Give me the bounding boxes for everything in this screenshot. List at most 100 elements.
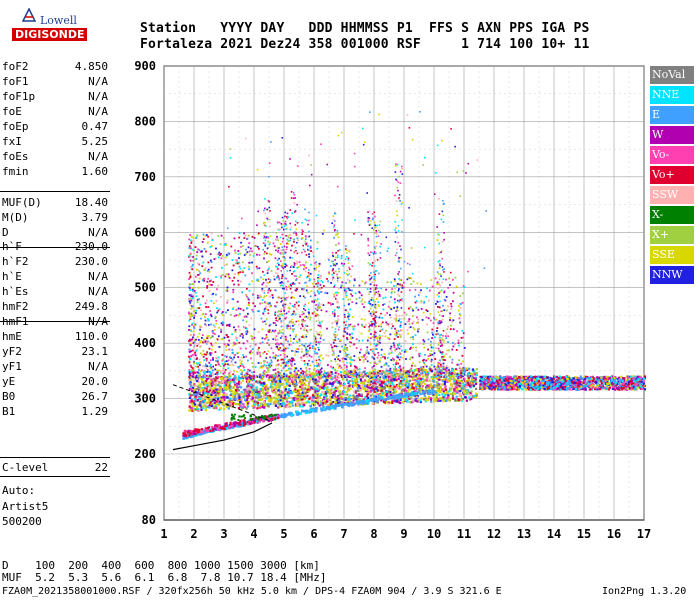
echo-point — [229, 389, 232, 392]
echo-point — [442, 390, 445, 393]
echo-point — [373, 388, 376, 391]
echo-point — [248, 390, 251, 394]
echo-point — [626, 380, 629, 383]
echo-point — [344, 397, 347, 400]
echo-point — [333, 389, 336, 392]
echo-point — [506, 385, 509, 388]
echo-point — [373, 371, 376, 374]
echo-point — [525, 383, 528, 386]
echo-point — [400, 374, 403, 376]
echo-point — [617, 376, 621, 379]
echo-point — [283, 392, 286, 395]
echo-point — [253, 371, 255, 373]
echo-point — [630, 377, 633, 380]
echo-point — [309, 404, 312, 407]
echo-point — [337, 401, 340, 404]
echo-point — [303, 404, 306, 407]
echo-point — [191, 409, 194, 412]
echo-point — [274, 313, 276, 315]
echo-point — [579, 386, 583, 389]
echo-point — [225, 355, 228, 358]
echo-point — [467, 377, 470, 380]
echo-point — [370, 374, 373, 377]
echo-point — [247, 377, 250, 380]
echo-point — [367, 402, 370, 405]
param-value: 249.8 — [74, 300, 108, 313]
echo-point — [274, 379, 277, 382]
echo-point — [490, 386, 493, 390]
echo-point — [206, 383, 209, 387]
echo-point — [359, 379, 363, 382]
echo-point — [283, 394, 286, 397]
echo-point — [394, 374, 397, 377]
echo-point — [333, 284, 336, 287]
echo-point — [389, 374, 392, 377]
echo-point — [466, 381, 469, 384]
echo-point — [470, 390, 473, 393]
echo-point — [410, 369, 413, 372]
echo-point — [401, 367, 404, 370]
echo-point — [286, 391, 289, 394]
echo-point — [461, 375, 464, 378]
echo-point — [209, 359, 212, 362]
echo-point — [220, 275, 222, 278]
echo-point — [285, 380, 288, 383]
echo-point — [463, 387, 466, 390]
echo-point — [385, 369, 388, 372]
echo-point — [263, 406, 266, 409]
echo-point — [293, 370, 296, 373]
echo-point — [261, 377, 264, 381]
echo-point — [196, 407, 199, 411]
echo-point — [238, 380, 241, 384]
echo-point — [401, 382, 404, 385]
echo-point — [299, 394, 303, 397]
echo-point — [263, 404, 266, 407]
echo-point — [460, 399, 464, 402]
echo-point — [507, 377, 510, 380]
echo-point — [287, 325, 289, 328]
echo-point — [572, 385, 575, 388]
echo-point — [246, 251, 249, 254]
echo-point — [327, 364, 329, 366]
echo-point — [518, 376, 521, 379]
echo-point — [249, 379, 252, 382]
echo-point — [407, 320, 410, 322]
echo-point — [294, 394, 297, 398]
echo-point — [263, 234, 265, 237]
echo-point — [437, 388, 440, 391]
echo-point — [341, 393, 344, 396]
echo-point — [204, 382, 207, 385]
echo-point — [601, 376, 604, 379]
echo-point — [547, 386, 550, 389]
echo-point — [561, 376, 564, 379]
echo-point — [475, 392, 478, 395]
echo-point — [384, 382, 387, 385]
echo-point — [229, 387, 232, 390]
echo-point — [233, 381, 236, 384]
echo-point — [323, 382, 326, 385]
echo-point — [382, 297, 385, 300]
param-value: 22 — [94, 461, 108, 474]
echo-point — [509, 375, 512, 379]
echo-point — [190, 299, 193, 302]
echo-point — [553, 376, 556, 379]
echo-point — [449, 384, 452, 387]
echo-point — [364, 385, 367, 388]
echo-point — [438, 383, 441, 386]
echo-point — [561, 384, 564, 387]
echo-point — [538, 384, 541, 387]
echo-point — [199, 372, 201, 375]
echo-point — [553, 375, 556, 378]
echo-point — [390, 370, 392, 373]
echo-point — [277, 389, 280, 392]
echo-point — [367, 351, 370, 354]
echo-point — [262, 391, 265, 394]
echo-point — [411, 322, 414, 325]
echo-point — [260, 374, 263, 377]
echo-point — [488, 384, 492, 387]
echo-point — [434, 336, 436, 339]
echo-point — [191, 390, 194, 393]
echo-point — [224, 377, 227, 380]
echo-point — [352, 343, 355, 346]
echo-point — [227, 386, 230, 389]
